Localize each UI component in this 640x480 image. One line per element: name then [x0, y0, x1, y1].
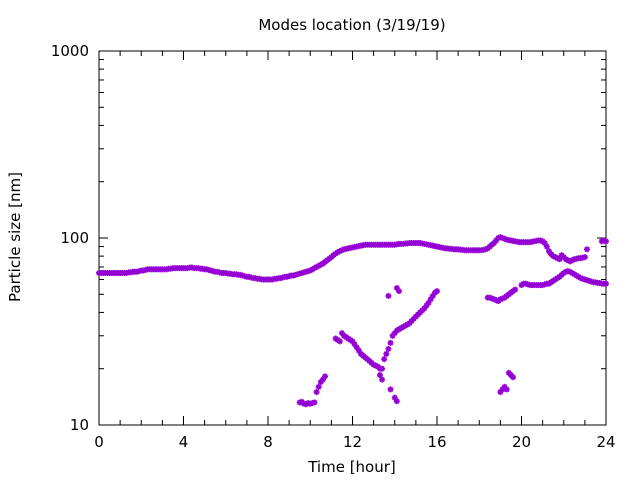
- x-tick-label: 8: [263, 433, 273, 451]
- data-point: [315, 383, 322, 390]
- data-point: [355, 347, 362, 354]
- y-axis-label: Particle size [nm]: [6, 172, 24, 302]
- plot-frame: [98, 50, 607, 426]
- x-tick-label: 0: [94, 433, 104, 451]
- data-point: [322, 373, 329, 380]
- data-point: [395, 288, 402, 295]
- data-point: [434, 288, 440, 295]
- data-point: [603, 238, 609, 245]
- x-tick-label: 12: [343, 433, 362, 451]
- y-tick-label: 1000: [51, 42, 89, 60]
- x-tick-label: 20: [512, 433, 531, 451]
- data-point: [583, 246, 590, 253]
- chart-title: Modes location (3/19/19): [258, 16, 445, 34]
- data-point: [387, 339, 394, 346]
- data-point: [512, 286, 519, 293]
- axis-ticks: 0 4 8 12 16 20 24 10 100 1000: [51, 42, 616, 451]
- data-point: [385, 292, 392, 299]
- data-point: [393, 398, 400, 405]
- data-point: [379, 365, 386, 372]
- data-point: [376, 372, 383, 379]
- data-point: [603, 280, 609, 287]
- y-tick-label: 100: [60, 229, 89, 247]
- data-point: [581, 254, 588, 261]
- data-point: [510, 374, 517, 381]
- x-tick-label: 24: [596, 433, 615, 451]
- data-point: [387, 386, 394, 393]
- data-point: [383, 350, 390, 357]
- data-point: [313, 389, 320, 396]
- data-point: [311, 399, 318, 406]
- x-tick-label: 16: [427, 433, 446, 451]
- data-point: [503, 386, 510, 393]
- data-point: [385, 345, 392, 352]
- data-point: [381, 356, 388, 363]
- data-point: [379, 376, 386, 383]
- y-tick-label: 10: [70, 416, 89, 434]
- data-point: [543, 243, 550, 250]
- x-tick-label: 4: [179, 433, 189, 451]
- x-axis-label: Time [hour]: [307, 458, 396, 476]
- data-points: [96, 234, 609, 408]
- data-point: [336, 338, 343, 345]
